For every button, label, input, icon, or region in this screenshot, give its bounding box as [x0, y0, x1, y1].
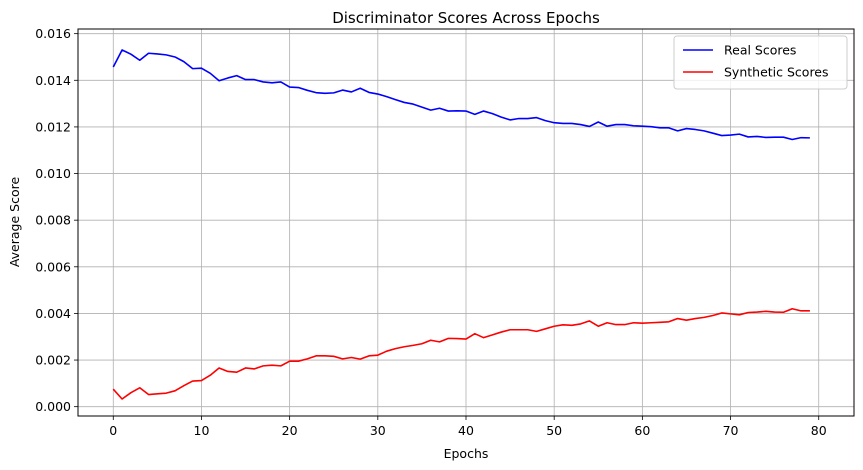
- y-tick-label: 0.016: [35, 26, 71, 41]
- y-tick-label: 0.004: [35, 306, 71, 321]
- y-tick-label: 0.012: [35, 119, 71, 134]
- legend: Real Scores Synthetic Scores: [673, 35, 848, 90]
- series-layer: [112, 49, 810, 400]
- y-tick-label: 0.008: [35, 213, 71, 228]
- x-axis-title: Epochs: [444, 446, 489, 461]
- x-tick-label: 60: [634, 423, 650, 438]
- series-line-real-scores: [112, 49, 810, 141]
- y-tick-label: 0.002: [35, 353, 71, 368]
- x-tick-label: 40: [458, 423, 474, 438]
- y-tick-label: 0.000: [35, 399, 71, 414]
- x-tick-label: 70: [723, 423, 739, 438]
- x-axis: 0 10 20 30 40 50 60 70 80: [109, 416, 827, 438]
- legend-label: Real Scores: [724, 43, 796, 58]
- y-tick-label: 0.010: [35, 166, 71, 181]
- x-tick-label: 0: [109, 423, 117, 438]
- y-tick-label: 0.014: [35, 73, 71, 88]
- x-tick-label: 10: [194, 423, 210, 438]
- legend-box: [673, 35, 848, 90]
- legend-label: Synthetic Scores: [724, 65, 829, 80]
- x-tick-label: 20: [282, 423, 298, 438]
- x-tick-label: 50: [546, 423, 562, 438]
- y-tick-label: 0.006: [35, 259, 71, 274]
- y-axis: 0.000 0.002 0.004 0.006 0.008 0.010 0.012 0.014…: [35, 26, 78, 414]
- x-tick-label: 30: [370, 423, 386, 438]
- x-tick-label: 80: [811, 423, 827, 438]
- chart-title: Discriminator Scores Across Epochs: [332, 9, 600, 27]
- series-line-synthetic-scores: [112, 307, 810, 400]
- y-axis-title: Average Score: [7, 177, 22, 268]
